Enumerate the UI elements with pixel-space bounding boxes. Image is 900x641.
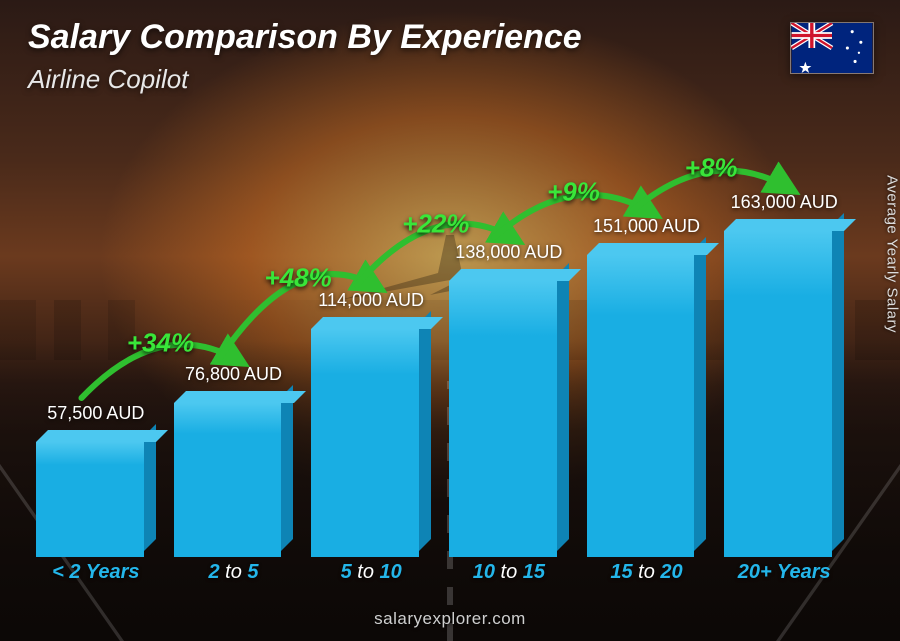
bar-5: 163,000 AUD xyxy=(724,120,844,557)
bar-top xyxy=(311,317,443,329)
bar-top xyxy=(36,430,168,442)
bar3d xyxy=(36,442,156,557)
bar-front xyxy=(36,442,144,557)
category-label-1: 2 to 5 xyxy=(174,561,294,591)
y-axis-label: Average Yearly Salary xyxy=(884,175,900,333)
bar-side xyxy=(832,213,844,551)
bar-side xyxy=(144,424,156,551)
bar-front xyxy=(724,231,832,557)
bar-front xyxy=(449,281,557,557)
bar-side xyxy=(281,385,293,551)
bar3d xyxy=(587,255,707,557)
bar-top xyxy=(587,243,719,255)
value-label: 151,000 AUD xyxy=(593,216,700,237)
bar-4: 151,000 AUD xyxy=(587,120,707,557)
chart-stage: Salary Comparison By Experience Airline … xyxy=(0,0,900,641)
bar-front xyxy=(174,403,282,557)
category-label-5: 20+ Years xyxy=(724,561,844,591)
categories-container: < 2 Years 2 to 5 5 to 10 10 to 15 15 to 20 20… xyxy=(36,561,844,591)
bar3d xyxy=(449,281,569,557)
pct-increase-0: +34% xyxy=(127,328,194,359)
value-label: 138,000 AUD xyxy=(455,242,562,263)
category-label-4: 15 to 20 xyxy=(587,561,707,591)
bar-front xyxy=(587,255,695,557)
footer-attribution: salaryexplorer.com xyxy=(0,609,900,629)
chart-title: Salary Comparison By Experience xyxy=(28,18,582,57)
bar-top xyxy=(724,219,856,231)
pct-increase-4: +8% xyxy=(685,152,738,183)
flag-australia-icon xyxy=(790,22,874,74)
pct-increase-3: +9% xyxy=(547,177,600,208)
value-label: 57,500 AUD xyxy=(47,403,144,424)
bar3d xyxy=(174,403,294,557)
bar-side xyxy=(694,237,706,551)
chart-subtitle: Airline Copilot xyxy=(28,64,188,95)
value-label: 76,800 AUD xyxy=(185,364,282,385)
bar3d xyxy=(724,231,844,557)
pct-increase-1: +48% xyxy=(265,263,332,294)
category-label-3: 10 to 15 xyxy=(449,561,569,591)
bar-top xyxy=(449,269,581,281)
bar-side xyxy=(419,311,431,551)
pct-increase-2: +22% xyxy=(402,208,469,239)
chart-area: 57,500 AUD 76,800 AUD 114,000 AUD 138,000 A… xyxy=(36,120,844,591)
category-label-2: 5 to 10 xyxy=(311,561,431,591)
bar3d xyxy=(311,329,431,557)
bar-2: 114,000 AUD xyxy=(311,120,431,557)
bar-top xyxy=(174,391,306,403)
bar-front xyxy=(311,329,419,557)
value-label: 114,000 AUD xyxy=(318,290,424,311)
category-label-0: < 2 Years xyxy=(36,561,156,591)
value-label: 163,000 AUD xyxy=(731,192,838,213)
bar-side xyxy=(557,263,569,551)
